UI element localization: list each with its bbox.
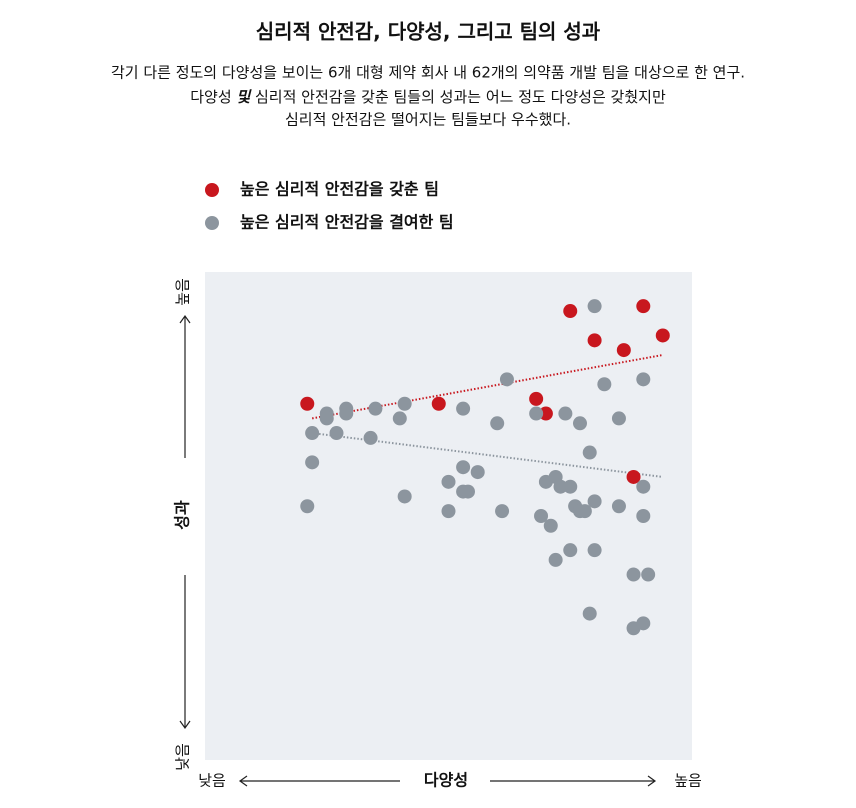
point [582,445,597,460]
point [582,606,597,621]
point [641,567,656,582]
point [490,416,505,431]
subtitle-part: 및 [236,88,252,106]
point [587,333,602,348]
point [329,426,344,441]
point [655,328,670,343]
subtitle: 다양성 및 심리적 안전감을 갖춘 팀들의 성과는 어느 정도 다양성은 갖췄지… [190,88,666,106]
point [460,484,475,499]
point [636,479,651,494]
chart-title: 심리적 안전감, 다양성, 그리고 팀의 성과 [256,20,601,44]
point [431,396,446,411]
trend-line [312,432,663,478]
point [441,474,456,489]
point [553,479,568,494]
point [470,465,485,480]
point [563,479,578,494]
point [611,499,626,514]
subtitle: 심리적 안전감은 떨어지는 팀들보다 우수했다. [285,111,571,129]
y-axis-low: 낮음 [174,743,192,771]
point [626,469,641,484]
point [392,411,407,426]
point [339,406,354,421]
y-axis-high: 높음 [174,278,192,306]
legend-label: 높은 심리적 안전감을 갖춘 팀 [240,180,439,199]
point [563,543,578,558]
point [456,401,471,416]
point [305,455,320,470]
point [616,343,631,358]
point [441,504,456,519]
point [636,299,651,314]
point [572,416,587,431]
y-arrow-down [179,575,191,730]
point [397,489,412,504]
point [534,509,549,523]
x-arrow-left [238,775,400,787]
point [529,391,544,406]
point [319,411,334,426]
point [611,411,626,426]
point [626,567,641,582]
point [397,396,412,411]
x-axis-high: 높음 [674,772,702,790]
point [548,552,563,567]
point [538,474,553,489]
point [538,406,553,421]
point [636,372,651,387]
x-axis-label: 다양성 [424,771,468,790]
point [597,377,612,392]
point [300,396,315,411]
point [456,460,471,475]
legend-marker [205,183,219,197]
point [563,304,578,319]
legend-marker [205,216,219,230]
y-arrow-up [179,314,191,458]
point [577,504,592,519]
point [543,518,558,533]
point [587,299,602,314]
subtitle-part: 다양성 [190,88,236,106]
x-arrow-right [490,775,657,787]
legend-label: 높은 심리적 안전감을 결여한 팀 [240,213,454,232]
x-axis-low: 낮음 [198,772,226,790]
point [363,430,378,445]
point [499,372,514,387]
point [305,426,320,441]
point [636,509,651,523]
point [587,543,602,558]
point [300,499,315,514]
point [558,406,573,421]
y-axis-label: 성과 [173,500,192,530]
subtitle: 각기 다른 정도의 다양성을 보이는 6개 대형 제약 회사 내 62개의 의약… [111,64,745,82]
point [495,504,510,519]
point [587,494,602,509]
point [529,406,544,421]
point [368,401,383,416]
subtitle-part: 심리적 안전감을 갖춘 팀들의 성과는 어느 정도 다양성은 갖췄지만 [250,88,666,106]
point [636,616,651,631]
